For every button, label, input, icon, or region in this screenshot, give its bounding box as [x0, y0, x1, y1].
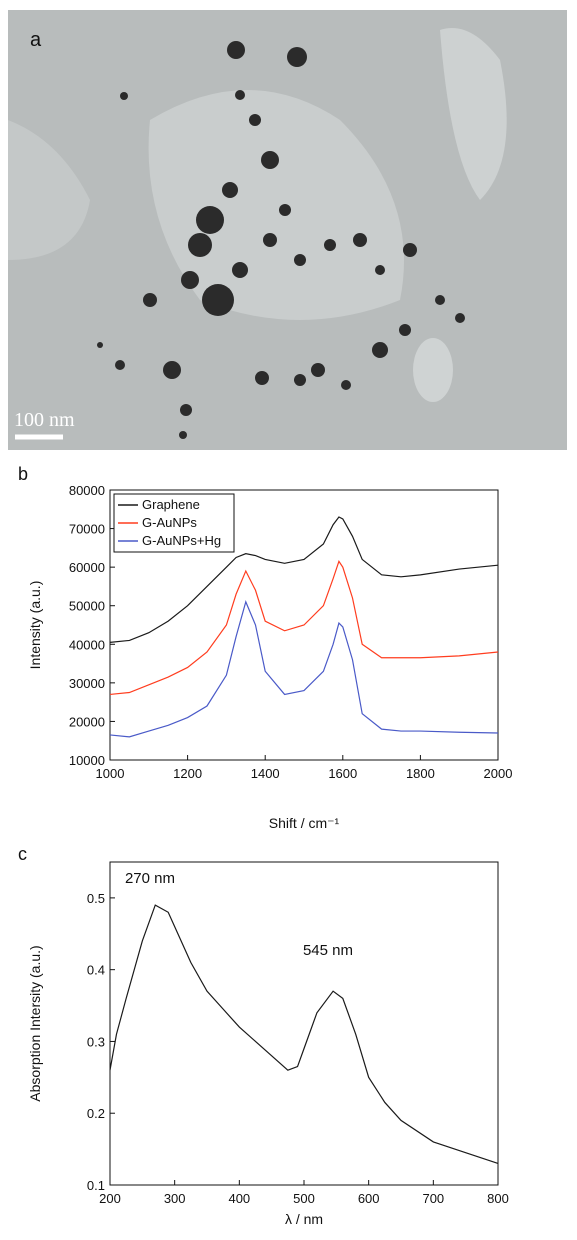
y-tick-label: 30000 — [69, 676, 105, 691]
y-axis-label: Absorption Intersity (a.u.) — [27, 945, 43, 1101]
data-line — [109, 560, 499, 696]
tem-image: 100 nm a — [8, 10, 567, 450]
panel-label: a — [30, 29, 42, 51]
legend-label: G-AuNPs+Hg — [142, 533, 221, 548]
data-line — [109, 904, 499, 1165]
x-tick-label: 1800 — [406, 766, 435, 781]
image-region — [440, 28, 507, 200]
x-axis-label: Shift / cm⁻¹ — [269, 815, 340, 831]
y-tick-label: 10000 — [69, 753, 105, 768]
x-tick-label: 2000 — [484, 766, 513, 781]
legend-label: Graphene — [142, 497, 200, 512]
y-tick-label: 0.3 — [87, 1034, 105, 1049]
x-tick-label: 1200 — [173, 766, 202, 781]
data-line — [109, 516, 499, 643]
y-axis-label: Intensity (a.u.) — [27, 581, 43, 670]
x-tick-label: 700 — [422, 1191, 444, 1206]
y-tick-label: 0.5 — [87, 891, 105, 906]
x-tick-label: 600 — [358, 1191, 380, 1206]
x-tick-label: 800 — [487, 1191, 509, 1206]
y-tick-label: 0.2 — [87, 1106, 105, 1121]
nanoparticles — [97, 41, 465, 439]
y-tick-label: 0.1 — [87, 1178, 105, 1193]
x-tick-label: 500 — [293, 1191, 315, 1206]
y-tick-label: 80000 — [69, 483, 105, 498]
y-tick-label: 70000 — [69, 522, 105, 537]
x-tick-label: 1000 — [96, 766, 125, 781]
x-tick-label: 300 — [164, 1191, 186, 1206]
image-region — [148, 90, 404, 320]
image-region — [8, 120, 90, 260]
legend-label: G-AuNPs — [142, 515, 197, 530]
x-tick-label: 1600 — [328, 766, 357, 781]
legend-box — [113, 493, 235, 553]
scale-bar-label: 100 nm — [14, 409, 75, 431]
image-region — [413, 338, 453, 402]
annotation: 545 nm — [303, 942, 353, 959]
panel-label: b — [18, 464, 28, 484]
panel-label: c — [18, 844, 27, 864]
y-tick-label: 0.4 — [87, 963, 105, 978]
data-line — [109, 600, 499, 738]
x-axis-label: λ / nm — [285, 1211, 323, 1227]
plot-frame — [109, 489, 499, 761]
x-tick-label: 400 — [228, 1191, 250, 1206]
x-tick-label: 1400 — [251, 766, 280, 781]
y-tick-label: 60000 — [69, 560, 105, 575]
y-tick-label: 40000 — [69, 637, 105, 652]
plot-frame — [109, 861, 499, 1186]
y-tick-label: 20000 — [69, 714, 105, 729]
annotation: 270 nm — [125, 870, 175, 887]
x-tick-label: 200 — [99, 1191, 121, 1206]
y-tick-label: 50000 — [69, 599, 105, 614]
